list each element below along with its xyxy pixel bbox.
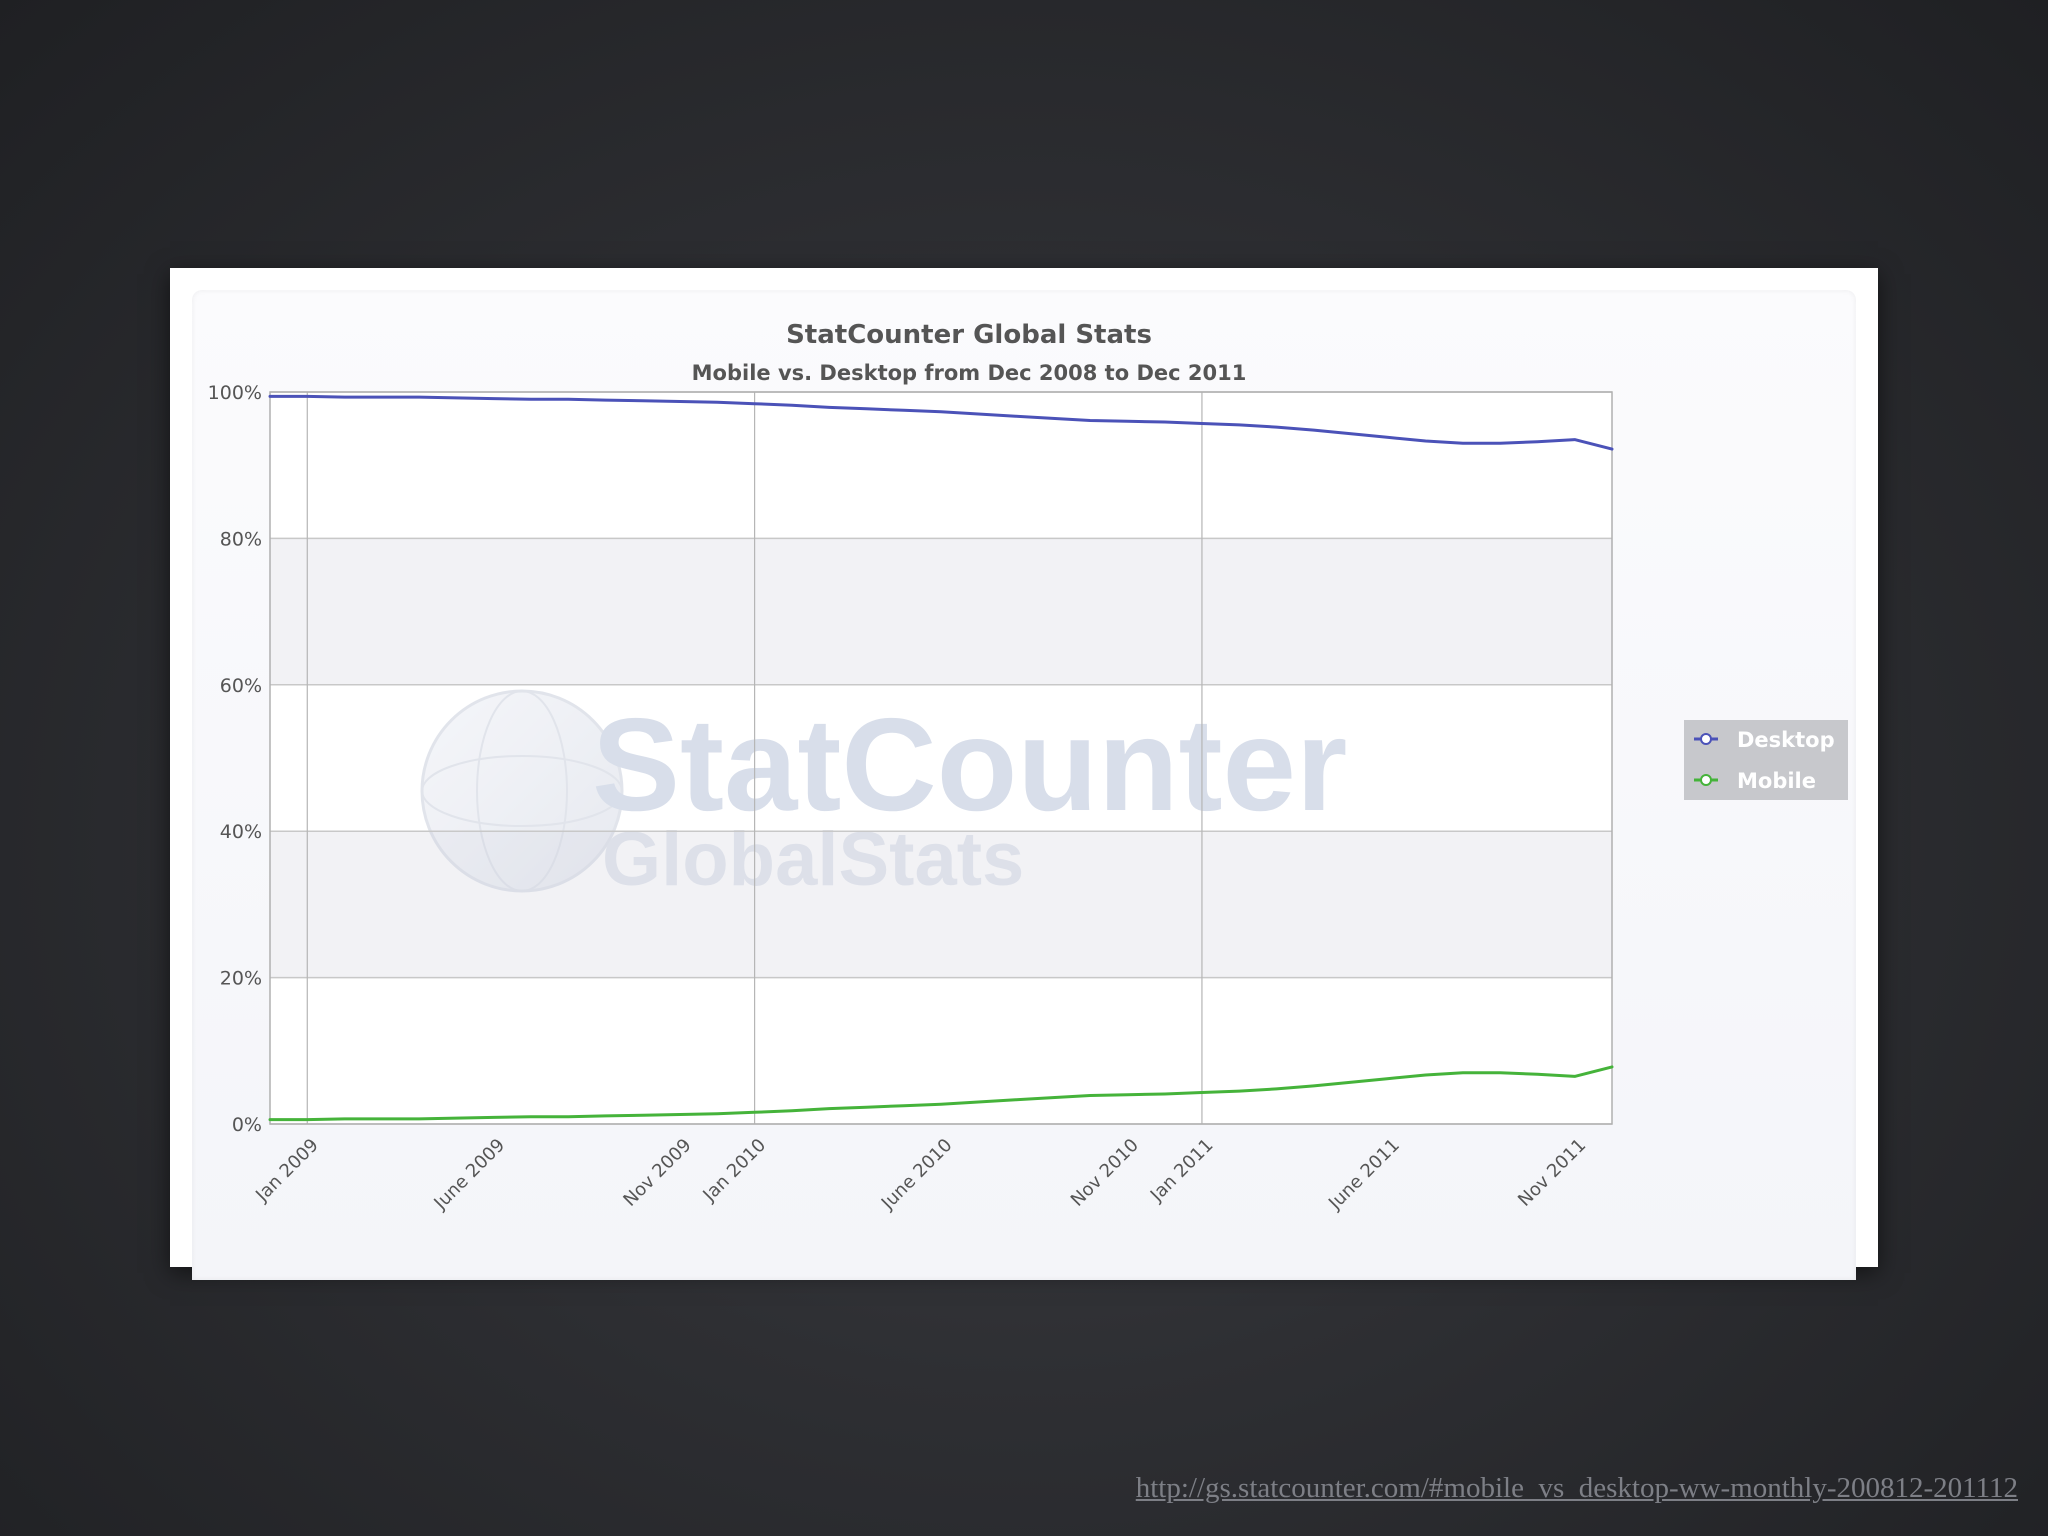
- watermark-main: StatCounter: [592, 691, 1347, 838]
- x-tick-label: Nov 2009: [619, 1135, 695, 1211]
- legend-item-desktop[interactable]: Desktop: [1694, 728, 1835, 752]
- x-tick-label: June 2010: [877, 1135, 957, 1215]
- x-tick-label: June 2011: [1324, 1135, 1404, 1215]
- x-tick-label: June 2009: [429, 1135, 509, 1215]
- y-tick-label: 20%: [220, 968, 262, 990]
- series-lines: [268, 394, 1614, 1122]
- plot-border: [269, 391, 1613, 1125]
- y-tick-label: 40%: [220, 821, 262, 843]
- desktop-marker-icon: [1700, 733, 1712, 745]
- chart-card: StatCounter GlobalStats 0% 20% 40% 60% 80% 10…: [170, 268, 1878, 1280]
- legend-label-mobile: Mobile: [1737, 769, 1816, 793]
- y-tick-label: 80%: [220, 528, 262, 550]
- y-tick-label: 0%: [232, 1114, 262, 1136]
- statcounter-watermark: StatCounter GlobalStats: [420, 689, 1347, 902]
- y-tick-label: 60%: [220, 675, 262, 697]
- source-url-link[interactable]: http://gs.statcounter.com/#mobile_vs_des…: [1135, 1472, 2018, 1504]
- line-chart: StatCounter GlobalStats 0% 20% 40% 60% 80% 10…: [208, 320, 1848, 1215]
- x-axis-labels: Jan 2009 June 2009 Nov 2009 Jan 2010 June 20…: [251, 1135, 1590, 1215]
- chart-panel: StatCounter GlobalStats 0% 20% 40% 60% 80% 10…: [192, 290, 1856, 1280]
- chart-subtitle: Mobile vs. Desktop from Dec 2008 to Dec …: [692, 361, 1247, 385]
- legend-item-mobile[interactable]: Mobile: [1694, 769, 1816, 793]
- series-line-mobile: [268, 1065, 1614, 1122]
- x-tick-label: Jan 2010: [699, 1135, 771, 1207]
- series-line-desktop: [268, 394, 1614, 451]
- x-tick-label: Jan 2011: [1146, 1135, 1218, 1207]
- y-axis-labels: 0% 20% 40% 60% 80% 100%: [208, 382, 262, 1136]
- x-tick-label: Nov 2011: [1514, 1135, 1590, 1211]
- legend-label-desktop: Desktop: [1737, 728, 1835, 752]
- y-tick-label: 100%: [208, 382, 262, 404]
- legend: Desktop Mobile: [1684, 720, 1848, 800]
- x-tick-label: Jan 2009: [251, 1135, 323, 1207]
- mobile-marker-icon: [1700, 774, 1712, 786]
- watermark-sub: GlobalStats: [602, 817, 1024, 902]
- x-tick-label: Nov 2010: [1067, 1135, 1143, 1211]
- chart-title: StatCounter Global Stats: [786, 320, 1152, 350]
- plot-band: [270, 538, 1612, 685]
- gridlines: [269, 391, 1613, 1125]
- legend-box: [1684, 720, 1848, 800]
